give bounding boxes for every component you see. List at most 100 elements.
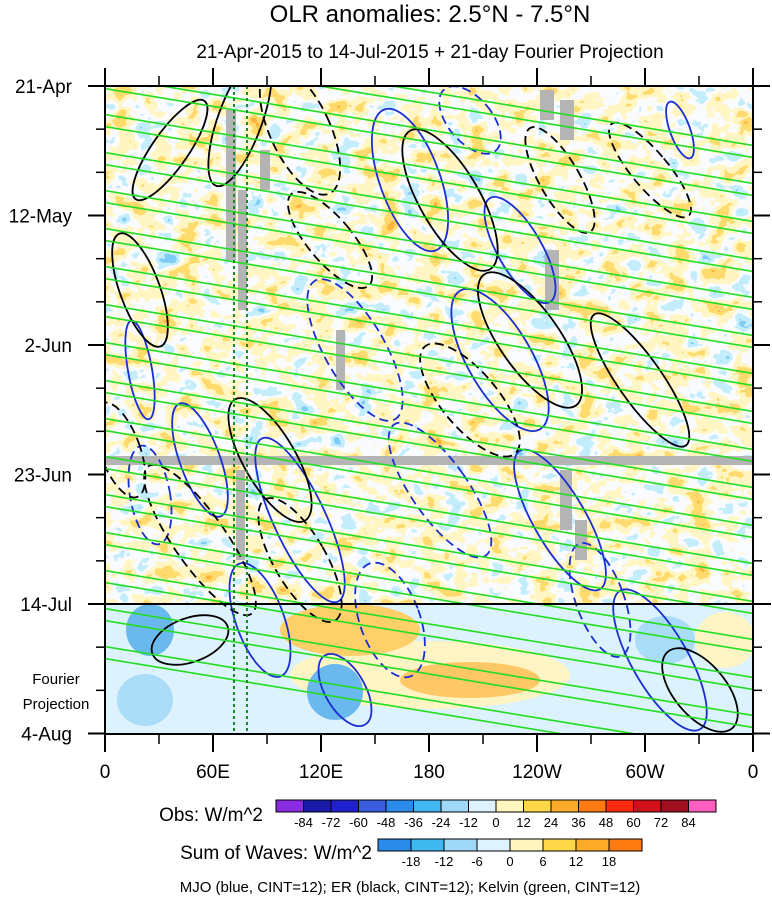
colorbar-swatch	[575, 838, 610, 852]
mjo-contour	[450, 287, 550, 433]
kelvin-contours	[105, 86, 753, 734]
kelvin-contour	[105, 189, 753, 311]
colorbar-swatch	[608, 838, 643, 852]
er-contour	[608, 121, 692, 219]
colorbar-label: 0	[492, 815, 499, 830]
kelvin-contour	[105, 455, 753, 577]
missing-patch	[560, 470, 572, 530]
colorbar-swatch	[633, 799, 662, 813]
kelvin-contour	[105, 531, 753, 653]
er-contour	[258, 86, 342, 196]
chart-title: OLR anomalies: 2.5°N - 7.5°N	[270, 1, 591, 28]
colorbar-label: -6	[471, 854, 483, 869]
y-tick-label: 23-Jun	[14, 466, 72, 487]
colorbar-label: 48	[599, 815, 613, 830]
kelvin-contour	[105, 113, 753, 235]
kelvin-contour	[105, 227, 753, 349]
colorbar-label: -12	[435, 854, 454, 869]
missing-patch	[540, 90, 554, 120]
colorbar-swatch	[578, 799, 607, 813]
missing-patch	[260, 150, 270, 190]
er-contour	[131, 98, 209, 202]
colorbar-label: -12	[459, 815, 478, 830]
colorbar-swatch	[509, 838, 544, 852]
er-contour	[401, 128, 499, 272]
chart-subtitle: 21-Apr-2015 to 14-Jul-2015 + 21-day Four…	[196, 42, 663, 63]
x-tick-label: 60E	[196, 762, 230, 783]
missing-data	[105, 90, 753, 560]
colorbar-label: -72	[322, 815, 341, 830]
kelvin-contour	[105, 303, 753, 425]
missing-patch	[336, 330, 345, 390]
mjo-contour	[171, 402, 229, 518]
mjo-contour	[317, 653, 373, 727]
colorbar-swatch	[275, 799, 304, 813]
colorbar-swatch	[330, 799, 359, 813]
colorbar-swatch	[377, 838, 412, 852]
obs-legend-title: Obs: W/m^2	[159, 805, 263, 826]
colorbar-swatch	[660, 799, 689, 813]
colorbar-swatch	[523, 799, 552, 813]
colorbar-label: -84	[294, 815, 313, 830]
x-tick-label: 120E	[299, 762, 343, 783]
kelvin-contour	[105, 569, 753, 691]
y-tick-label: 21-Apr	[15, 77, 73, 98]
obs-colorbar: -84 -72 -60 -48 -36 -24 -12 0 12 24 36 48 60 72 84	[275, 799, 717, 830]
er-contour	[207, 86, 273, 188]
mjo-contour	[665, 100, 695, 160]
x-tick-label: 60W	[625, 762, 664, 783]
mjo-contour	[306, 278, 404, 422]
colorbar-label: 60	[626, 815, 640, 830]
kelvin-contour	[105, 607, 753, 729]
colorbar-swatch	[358, 799, 387, 813]
colorbar-label: 6	[539, 854, 546, 869]
colorbar-label: -24	[432, 815, 451, 830]
mjo-contour	[387, 421, 493, 559]
kelvin-contour	[105, 265, 753, 387]
kelvin-contour	[105, 379, 753, 501]
y-axis: 21-Apr 12-May 2-Jun 23-Jun 14-Jul 4-Aug	[9, 77, 770, 746]
er-contour	[524, 126, 596, 234]
projection-blob	[695, 612, 753, 668]
colorbar-swatch	[495, 799, 524, 813]
colorbar-label: 18	[602, 854, 616, 869]
colorbar-swatch	[550, 799, 579, 813]
colorbar-swatch	[413, 799, 442, 813]
colorbar-swatch	[443, 838, 478, 852]
colorbar-swatch	[476, 838, 511, 852]
waves-colorbar: -18 -12 -6 0 6 12 18	[377, 838, 643, 869]
colorbar-label: -48	[377, 815, 396, 830]
y-tick-label: 12-May	[9, 207, 73, 228]
kelvin-contour	[105, 151, 753, 273]
waves-legend-title: Sum of Waves: W/m^2	[180, 843, 372, 864]
y-tick-label: 2-Jun	[24, 336, 72, 357]
colorbar-swatch	[605, 799, 634, 813]
er-contour	[287, 191, 373, 289]
projection-blob	[126, 604, 174, 656]
projection-blob	[117, 674, 173, 726]
colorbar-label: -36	[404, 815, 423, 830]
projection-label-line2: Projection	[23, 696, 90, 713]
colorbar-label: -18	[402, 854, 421, 869]
colorbar-label: 84	[681, 815, 695, 830]
colorbar-swatch	[410, 838, 445, 852]
x-axis: 0 60E 120E 180 120W 60W 0	[100, 68, 758, 783]
colorbar-swatch	[385, 799, 414, 813]
missing-patch	[560, 100, 574, 140]
colorbar-label: -60	[349, 815, 368, 830]
colorbar-swatch	[468, 799, 497, 813]
kelvin-contour	[105, 86, 753, 197]
projection-blob	[307, 664, 363, 720]
colorbar-swatch	[440, 799, 469, 813]
mjo-contour	[354, 561, 426, 679]
y-tick-label: 4-Aug	[21, 725, 72, 746]
kelvin-contour	[314, 86, 753, 159]
er-contour	[477, 271, 583, 409]
mjo-contour	[513, 448, 607, 592]
er-contour	[419, 342, 521, 458]
colorbar-label: 72	[654, 815, 668, 830]
y-tick-label: 14-Jul	[20, 595, 72, 616]
colorbar-label: 36	[571, 815, 585, 830]
colorbar-swatch	[303, 799, 332, 813]
er-contour	[589, 312, 691, 448]
